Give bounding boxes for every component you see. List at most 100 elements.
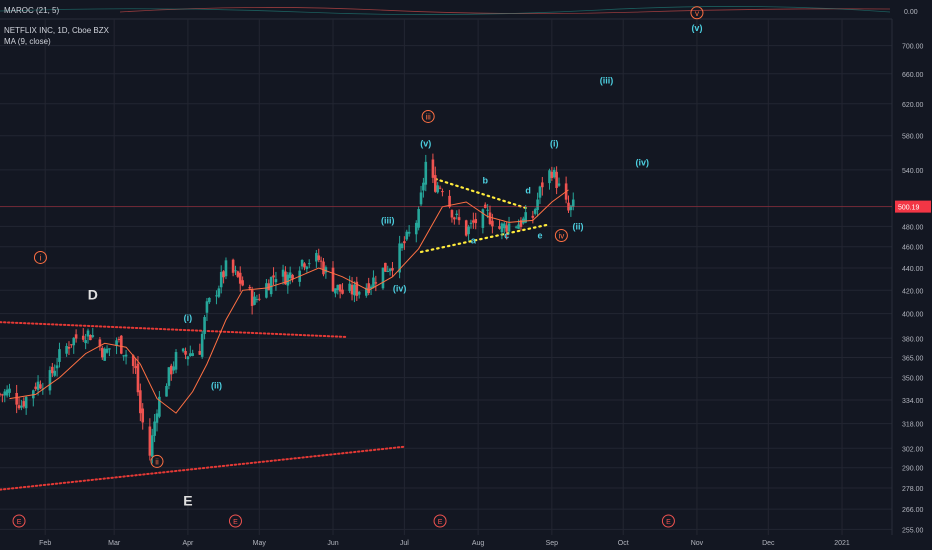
candle-body [422,182,425,191]
candle-body [498,226,501,229]
candle-body [72,337,76,346]
candle-body [307,263,311,265]
wave-label-cyan: (iv) [635,158,649,168]
candle-body [124,354,128,357]
candle [367,277,370,296]
candle-body [538,186,542,198]
candle-body [108,348,111,350]
candle-body [541,182,544,188]
candle-body [467,226,470,235]
candle [286,272,290,294]
candle [474,212,478,230]
ma-legend: MA (9, close) [4,37,51,46]
candle [217,285,221,299]
candle-body [84,340,87,344]
candle-body [167,367,171,386]
candle-body [381,267,385,289]
candle [55,358,59,377]
wave-label-cyan: c [504,230,509,240]
candle [548,168,551,190]
candle [348,275,351,293]
candle [422,177,425,198]
candle-body [469,222,473,224]
candle [219,265,223,294]
candle-body [519,220,523,227]
candle [39,380,42,390]
candle [91,327,95,339]
candle-body [17,405,21,409]
candles [0,153,575,464]
candle-body [424,161,428,185]
y-tick-label: 580.00 [902,134,924,141]
candle [365,283,368,298]
candle-body [341,289,344,294]
candle [488,205,492,226]
candle-body [100,347,104,358]
candle [148,418,152,461]
candle [81,328,85,343]
x-tick-label: Apr [182,540,194,547]
candle [70,344,73,348]
candle-body [131,355,135,367]
x-tick-label: 2021 [834,540,850,547]
candle [541,176,544,196]
candle-body [386,270,390,272]
candle [186,355,190,366]
candle [3,388,7,403]
last-price-label: 500.19 [898,205,920,212]
candle-body [117,338,121,340]
candle [398,235,401,279]
earnings-marker-label: E [438,519,443,526]
candle-body [86,330,90,337]
candle-body [255,298,259,300]
candle [184,347,187,360]
candle-body [219,272,223,288]
candle-body [174,352,178,370]
candle-body [505,225,508,232]
x-tick-label: Oct [618,540,629,547]
earnings-marker-label: E [17,519,22,526]
candle-body [284,271,287,285]
candle [405,229,409,241]
candle-body [448,195,451,207]
candle-body [148,426,152,456]
wave-label-cyan: (ii) [573,221,584,231]
candle [208,297,211,304]
candle-body [348,283,351,291]
candle-body [98,339,102,347]
candle [438,185,442,190]
trend-line [0,321,349,338]
candle [307,259,311,269]
candle-body [20,405,23,408]
y-tick-label: 700.00 [902,44,924,51]
candle [172,361,175,374]
wave-label-cyan: e [537,230,542,240]
candle [281,264,285,285]
candle [24,395,28,415]
candle [236,270,240,279]
candle-body [55,365,59,369]
y-tick-label: 480.00 [902,224,924,231]
candle [517,219,520,229]
candle [403,236,406,250]
candle-body [486,209,489,211]
earnings-marker-icon [433,514,447,528]
earnings-marker-icon [228,514,242,528]
candle [288,266,292,285]
candle-body [464,220,468,236]
candle [391,261,394,277]
candle-body [8,388,11,393]
candle [169,363,173,381]
candle-body [191,353,194,356]
candle [550,166,554,181]
candle [538,185,542,205]
candle [17,397,21,410]
candle [500,222,504,240]
candle-body [453,217,456,220]
wave-label-cyan: (i) [550,139,559,149]
candle [131,354,135,374]
candle [407,225,411,237]
candle [53,364,57,377]
